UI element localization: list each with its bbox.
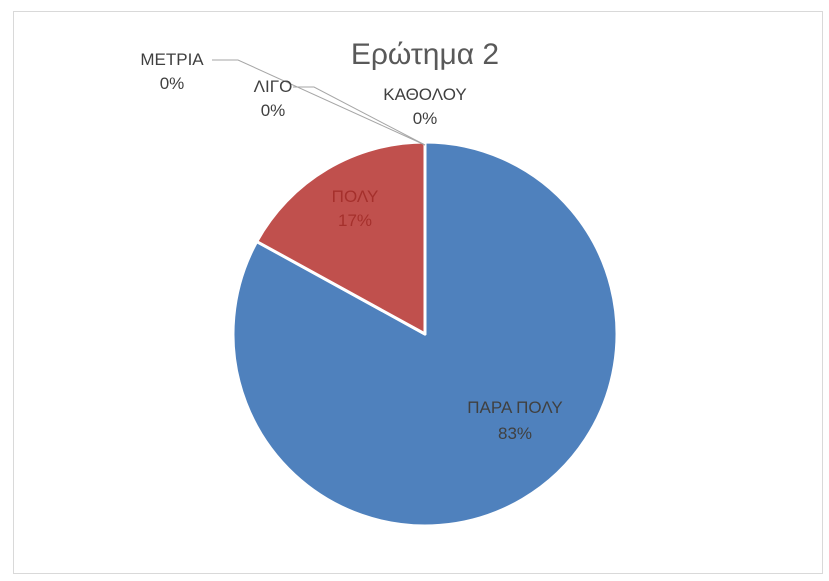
leader-lines-group [212,59,426,146]
slice-category-label-3: ΜΕΤΡΙΑ [140,50,204,69]
slice-value-label-4: 0% [261,101,286,120]
pie-slice-2 [255,140,427,336]
labels-group: ΠΑΡΑ ΠΟΛΥ 83% ΠΟΛΥ 17% ΜΕΤΡΙΑ 0% ΛΙΓΟ 0% ΚΑΘΟΛΟΥ… [140,50,562,443]
slice-value-label-2: 17% [338,211,372,230]
slice-category-label-5: ΚΑΘΟΛΟΥ [383,85,466,104]
slices-group [231,140,619,528]
slice-category-label-2: ΠΟΛΥ [332,187,379,206]
slice-value-label-3: 0% [160,74,185,93]
slice-category-label-1: ΠΑΡΑ ΠΟΛΥ [467,398,562,417]
slice-category-label-4: ΛΙΓΟ [254,77,293,96]
slice-value-label-5: 0% [413,109,438,128]
chart-title: Ερώτημα 2 [351,38,499,71]
slice-value-label-1: 83% [498,424,532,443]
leader-line-3 [212,59,426,146]
leader-line-4 [293,86,426,146]
